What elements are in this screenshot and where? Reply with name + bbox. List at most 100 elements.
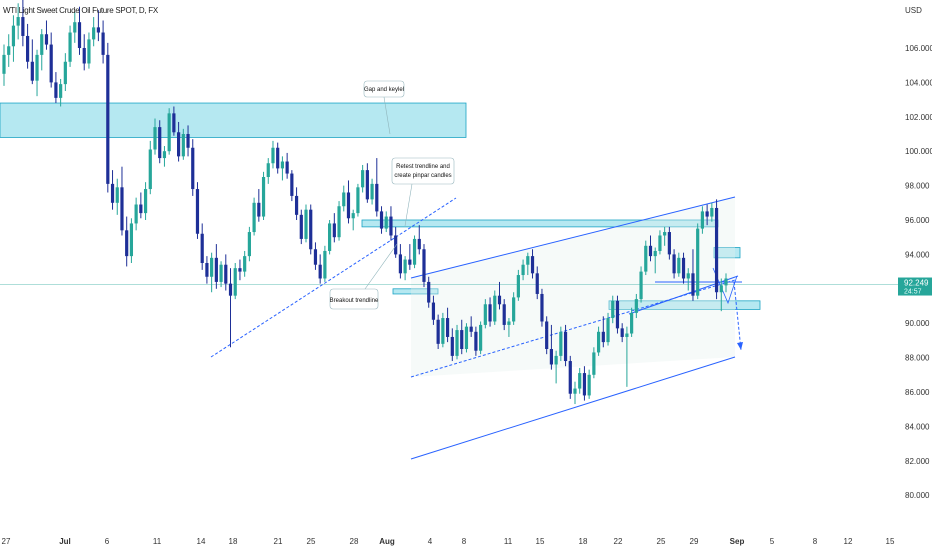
candle-body: [545, 321, 549, 349]
candle-body: [49, 44, 53, 83]
y-tick-label: 94.000: [905, 250, 930, 259]
y-tick-label: 104.000: [905, 78, 932, 87]
x-tick-label: 25: [657, 537, 666, 546]
candle-body: [92, 27, 96, 40]
candle-body: [337, 206, 341, 238]
candle-body: [68, 32, 72, 62]
candle-body: [285, 161, 289, 174]
candle-body: [205, 263, 209, 277]
candle-body: [233, 268, 237, 296]
candle-body: [261, 177, 266, 217]
candle-body: [172, 113, 176, 133]
x-tick-label: 18: [229, 537, 238, 546]
x-tick-label: 18: [579, 537, 588, 546]
candle-body: [630, 312, 634, 334]
candle-body: [521, 264, 525, 276]
x-tick-label: 6: [105, 537, 110, 546]
annotation-breakout-text: Breakout trendline: [330, 298, 379, 304]
candle-body: [332, 223, 336, 238]
x-tick-label: 12: [844, 537, 853, 546]
candle-body: [313, 249, 318, 265]
annotation-pointer: [404, 183, 413, 227]
candle-body: [488, 304, 492, 322]
candle-body: [134, 204, 138, 224]
currency-label: USD: [905, 6, 922, 15]
candle-body: [224, 264, 228, 284]
candle-body: [106, 54, 110, 184]
x-tick-label: Jul: [59, 537, 71, 546]
candle-body: [681, 257, 686, 279]
x-tick-label: 29: [690, 537, 699, 546]
candle-body: [40, 34, 44, 55]
x-tick-label: 28: [350, 537, 359, 546]
annotation-pointer: [364, 243, 398, 290]
candle-body: [200, 233, 204, 263]
candle-body: [148, 149, 152, 190]
x-tick-label: 8: [813, 537, 818, 546]
candle-body: [290, 173, 294, 196]
projection-arrow-head: [737, 342, 743, 350]
candle-body: [455, 330, 459, 356]
candle-body: [276, 147, 280, 169]
candle-body: [304, 209, 308, 239]
candle-body: [243, 256, 247, 272]
price-badge-value: 92.249: [904, 279, 929, 288]
candle-body: [474, 331, 478, 351]
candle-body: [54, 82, 58, 98]
candle-body: [436, 319, 440, 344]
x-tick-label: Aug: [379, 537, 395, 546]
supply-demand-zone: [392, 288, 439, 295]
candle-body: [469, 326, 473, 332]
candle-body: [573, 388, 577, 394]
candle-body: [559, 331, 563, 356]
x-tick-label: 5: [770, 537, 775, 546]
candle-body: [247, 232, 251, 257]
x-tick-label: 25: [307, 537, 316, 546]
candle-body: [186, 134, 190, 148]
candle-body: [365, 170, 369, 200]
candle-body: [398, 254, 402, 274]
candle-body: [162, 151, 167, 159]
candle-body: [450, 336, 454, 356]
candle-body: [280, 161, 285, 169]
candle-body: [294, 195, 299, 215]
candle-body: [120, 187, 124, 231]
candle-body: [587, 374, 591, 396]
chart-title: WTI Light Sweet Crude Oil Future SPOT, D…: [3, 6, 158, 15]
retest-trendline: [628, 275, 739, 315]
candle-body: [115, 187, 119, 203]
candle-body: [44, 34, 49, 45]
candle-body: [228, 283, 233, 296]
candle-body: [620, 328, 624, 337]
annotation-box-retest: [391, 157, 455, 185]
candle-body: [87, 39, 91, 64]
candle-body: [724, 278, 728, 286]
channel-upper-line: [410, 196, 736, 279]
supply-demand-zone: [0, 102, 467, 138]
candle-body: [153, 127, 157, 150]
price-badge-countdown: 24:57: [904, 289, 922, 296]
candle-body: [516, 275, 520, 298]
candle-body: [540, 293, 544, 322]
candle-body: [158, 127, 162, 159]
y-tick-label: 80.000: [905, 491, 930, 500]
candle-body: [125, 230, 129, 257]
candle-body: [181, 134, 185, 157]
x-tick-label: 21: [274, 537, 283, 546]
candle-body: [479, 324, 483, 351]
candle-body: [417, 238, 421, 250]
candle-body: [535, 273, 539, 294]
candle-body: [719, 285, 723, 293]
candle-body: [252, 202, 256, 233]
candle-body: [493, 295, 497, 322]
candle-body: [379, 211, 384, 229]
candle-body: [25, 35, 30, 62]
x-tick-label: 11: [153, 537, 162, 546]
candle-body: [191, 147, 195, 190]
candle-body: [59, 84, 63, 98]
candle-body: [497, 295, 502, 305]
candle-body: [11, 25, 16, 47]
candle-body: [403, 259, 407, 274]
